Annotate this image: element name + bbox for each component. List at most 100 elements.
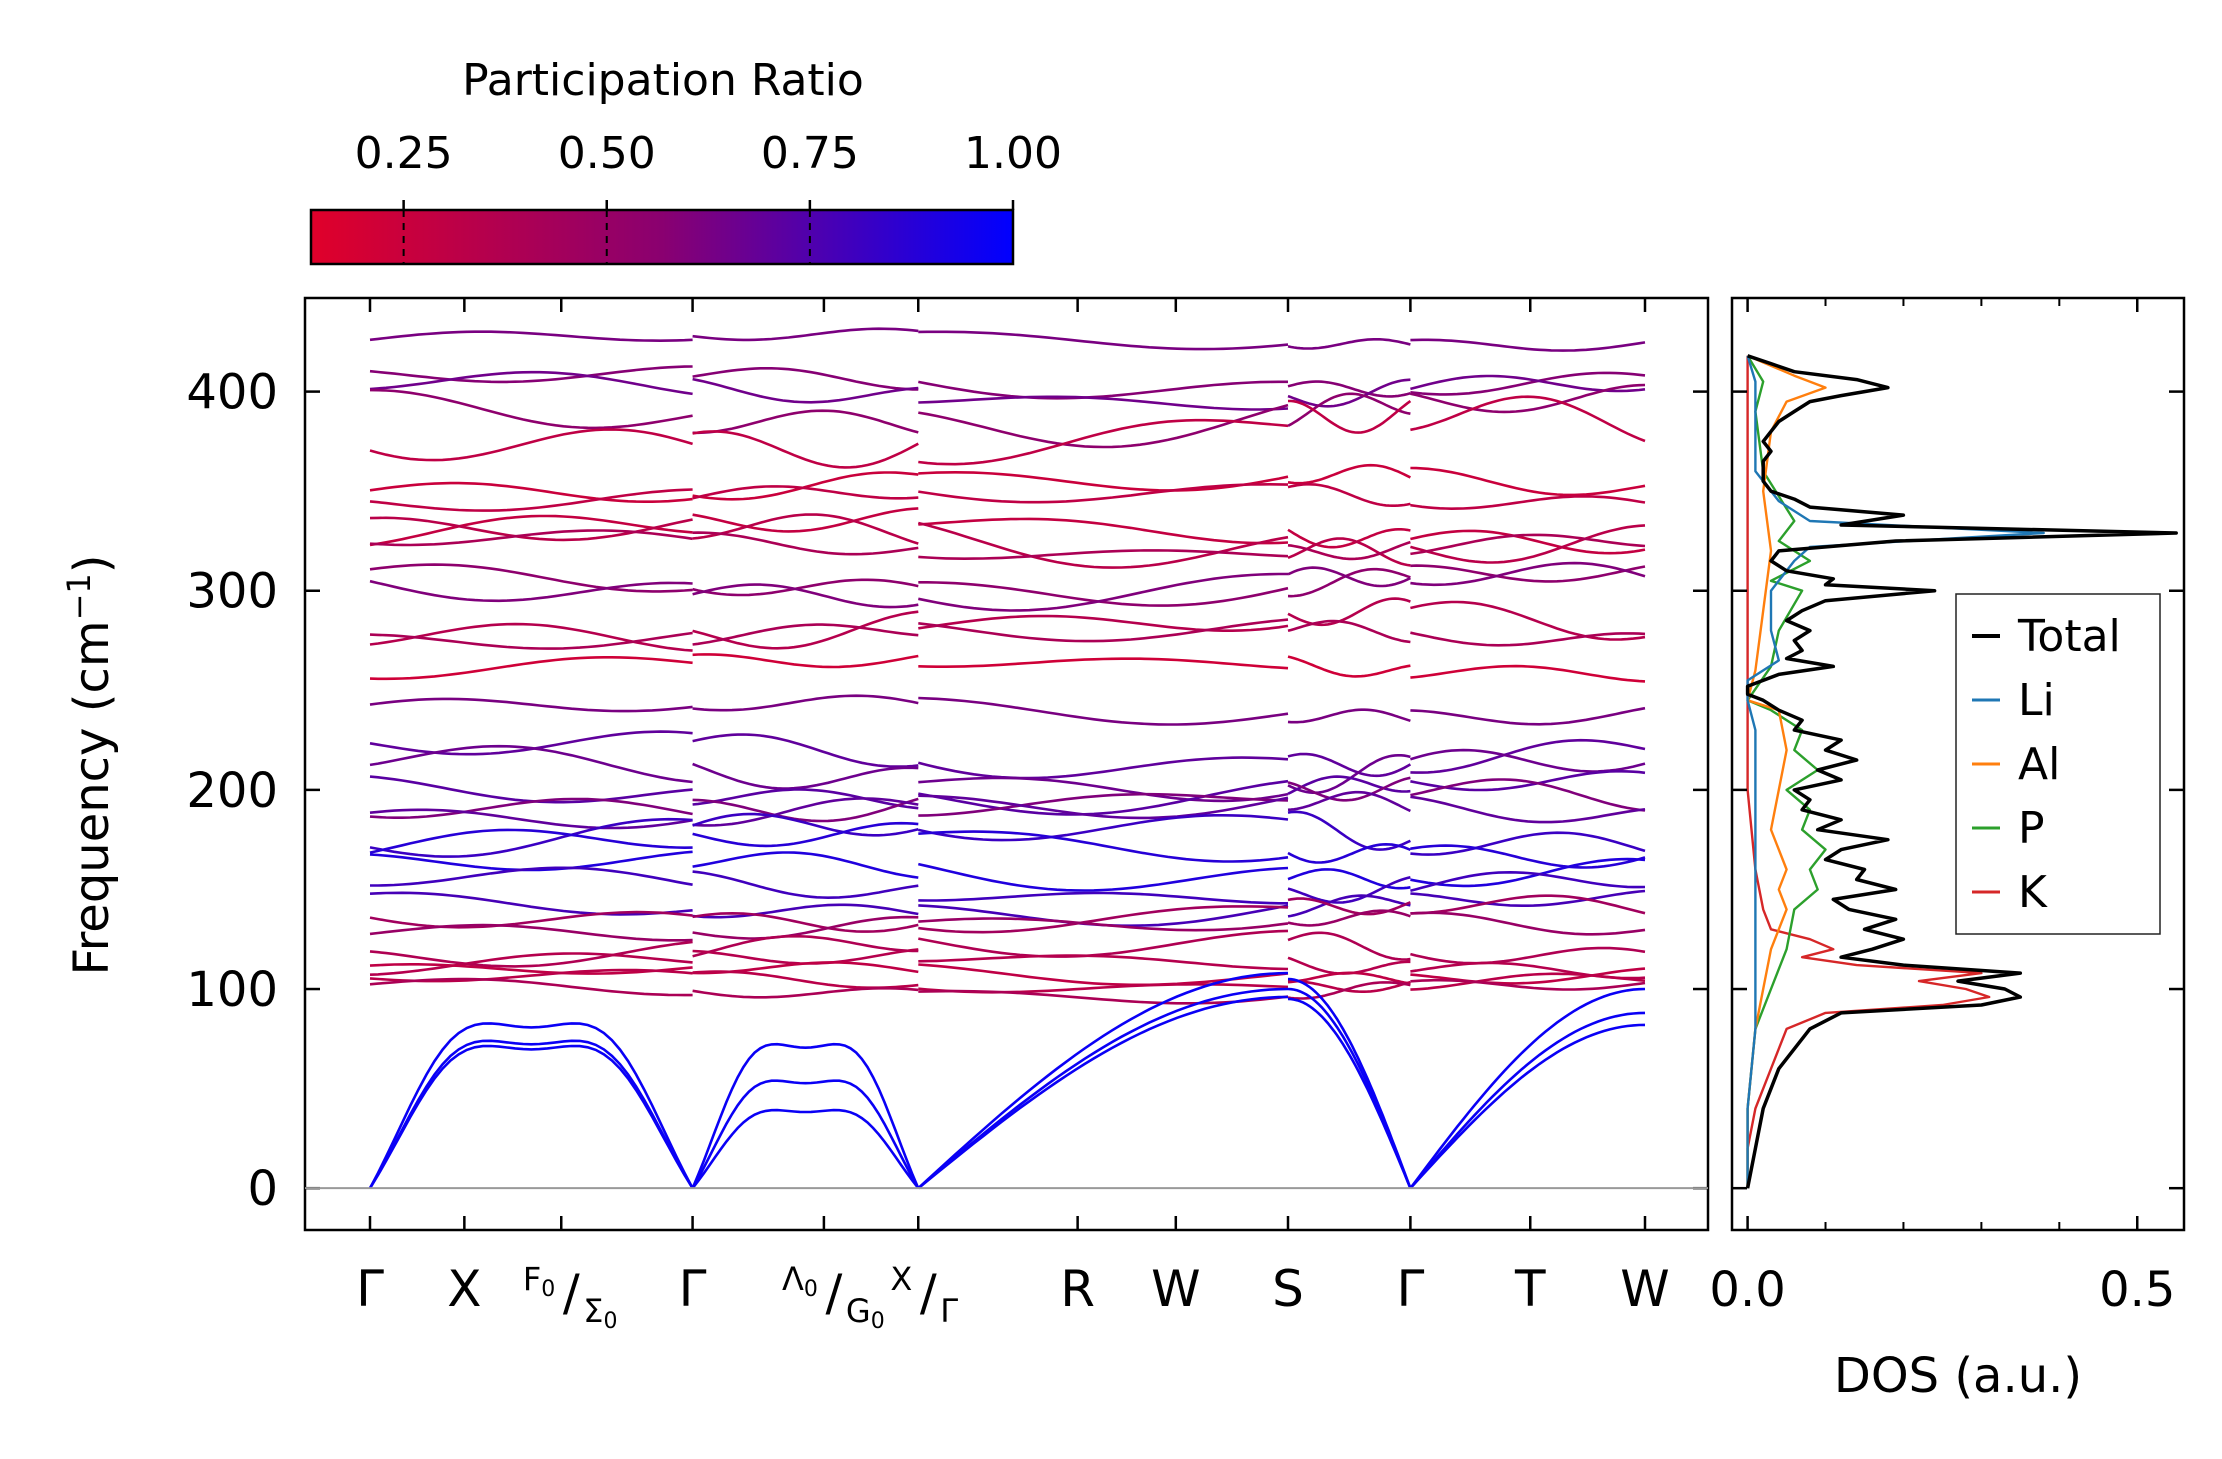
phonon-branch xyxy=(918,482,1289,504)
legend-label: K xyxy=(2018,867,2048,918)
k-point-fraction-label: F0/Σ0 xyxy=(523,1260,618,1334)
k-point-label: Γ xyxy=(679,1260,707,1318)
phonon-branch xyxy=(1410,946,1646,965)
acoustic-branch xyxy=(691,1042,920,1189)
phonon-branch xyxy=(918,905,1289,934)
y-axis-label: Frequency (cm−1) xyxy=(60,554,120,975)
phonon-branch xyxy=(369,656,693,681)
phonon-branch xyxy=(1410,338,1646,352)
phonon-branch xyxy=(1410,561,1646,587)
phonon-branch xyxy=(1410,395,1646,443)
phonon-branch xyxy=(1410,706,1646,726)
phonon-branch xyxy=(918,904,1289,927)
phonon-branch xyxy=(1410,371,1646,396)
colorbar-title: Participation Ratio xyxy=(462,55,864,106)
phonon-branch xyxy=(1288,399,1412,434)
phonon-branch xyxy=(692,903,919,919)
phonon-branch xyxy=(918,794,1289,820)
k-frac-bottom: Σ0 xyxy=(583,1292,617,1334)
phonon-branch xyxy=(1410,857,1646,888)
y-tick-label: 0 xyxy=(247,1161,278,1217)
k-frac-top: X xyxy=(890,1260,912,1298)
phonon-branch xyxy=(918,891,1288,905)
legend-label: P xyxy=(2018,803,2045,854)
phonon-branch xyxy=(918,657,1289,670)
k-frac-slash: / xyxy=(563,1264,580,1322)
phonon-branch xyxy=(692,694,919,712)
phonon-branch xyxy=(370,866,693,887)
acoustic-branch xyxy=(917,987,1289,1190)
phonon-branch xyxy=(692,531,919,556)
dos-curve-total xyxy=(1745,354,2178,1189)
phonon-branch xyxy=(1410,738,1646,774)
k-point-label: Γ xyxy=(1396,1260,1424,1318)
phonon-branch xyxy=(369,891,693,916)
phonon-branch xyxy=(369,952,693,976)
phonon-branch xyxy=(692,797,919,827)
phonon-branch xyxy=(1287,752,1412,778)
k-point-fraction-label: X / Γ xyxy=(890,1260,958,1330)
phonon-branch xyxy=(369,370,693,396)
phonon-branch xyxy=(918,403,1289,449)
phonon-branch xyxy=(917,756,1289,780)
dos-panel: 0.0 0.5 DOS (a.u.) Total Li Al PK xyxy=(1709,296,2186,1404)
colorbar: Participation Ratio 0.25 0.50 0.75 1.00 xyxy=(309,55,1062,266)
phonon-branch xyxy=(692,578,919,597)
phonon-branch xyxy=(369,388,693,430)
phonon-branch xyxy=(369,481,693,503)
phonon-branch xyxy=(692,915,919,940)
phonon-branch xyxy=(369,977,693,997)
phonon-branch xyxy=(1287,909,1411,927)
phonon-branch xyxy=(1287,392,1411,428)
phonon-branch xyxy=(1410,748,1646,773)
phonon-branch xyxy=(692,327,919,342)
phonon-branch xyxy=(369,775,693,804)
phonon-branch xyxy=(692,851,919,879)
k-frac-top: F0 xyxy=(523,1260,555,1302)
phonon-branch xyxy=(1410,978,1646,991)
colorbar-tick-label: 0.25 xyxy=(355,128,453,179)
phonon-branch xyxy=(692,970,919,989)
dos-curve-p xyxy=(1746,355,1827,1189)
k-frac-slash: / xyxy=(825,1264,842,1322)
phonon-branch xyxy=(918,814,1289,842)
phonon-branch xyxy=(1287,971,1411,985)
phonon-branch xyxy=(692,583,919,609)
phonon-branch xyxy=(369,808,693,830)
k-point-label: W xyxy=(1620,1260,1669,1318)
phonon-branch xyxy=(1287,790,1411,813)
phonon-branch xyxy=(1287,597,1411,627)
phonon-branch xyxy=(692,870,919,900)
phonon-branch xyxy=(692,934,919,958)
phonon-branch xyxy=(369,744,693,784)
phonon-branch xyxy=(1410,524,1646,564)
acoustic-branch xyxy=(1409,1011,1646,1190)
k-point-label: R xyxy=(1060,1260,1095,1318)
k-frac-slash: / xyxy=(920,1264,937,1322)
y-tick-label: 100 xyxy=(186,962,278,1018)
legend-label: Li xyxy=(2018,675,2055,726)
phonon-branch xyxy=(918,470,1289,492)
band-plot-frame xyxy=(303,296,1710,1232)
phonon-branch xyxy=(918,380,1288,400)
phonon-branch xyxy=(1287,619,1411,644)
phonon-branch xyxy=(692,821,919,848)
k-frac-bottom: G0 xyxy=(846,1292,885,1334)
phonon-branch xyxy=(1287,868,1411,890)
phonon-branch xyxy=(1287,566,1411,588)
colorbar-tick-label: 0.50 xyxy=(558,128,656,179)
phonon-branch xyxy=(1410,972,1646,991)
acoustic-branch xyxy=(917,995,1289,1190)
phonon-branch xyxy=(692,987,919,999)
phonon-branch xyxy=(1287,775,1411,795)
k-point-label: X xyxy=(447,1260,481,1318)
legend: Total Li Al PK xyxy=(1955,593,2161,935)
k-point-label: S xyxy=(1272,1260,1304,1318)
phonon-branch xyxy=(1287,876,1411,904)
phonon-branch xyxy=(1287,776,1411,802)
dos-x-axis-label: DOS (a.u.) xyxy=(1834,1348,2082,1404)
phonon-branch xyxy=(918,581,1289,607)
colorbar-tick-label: 0.75 xyxy=(761,128,859,179)
phonon-branch xyxy=(1410,664,1646,683)
phonon-branch xyxy=(1287,567,1411,598)
